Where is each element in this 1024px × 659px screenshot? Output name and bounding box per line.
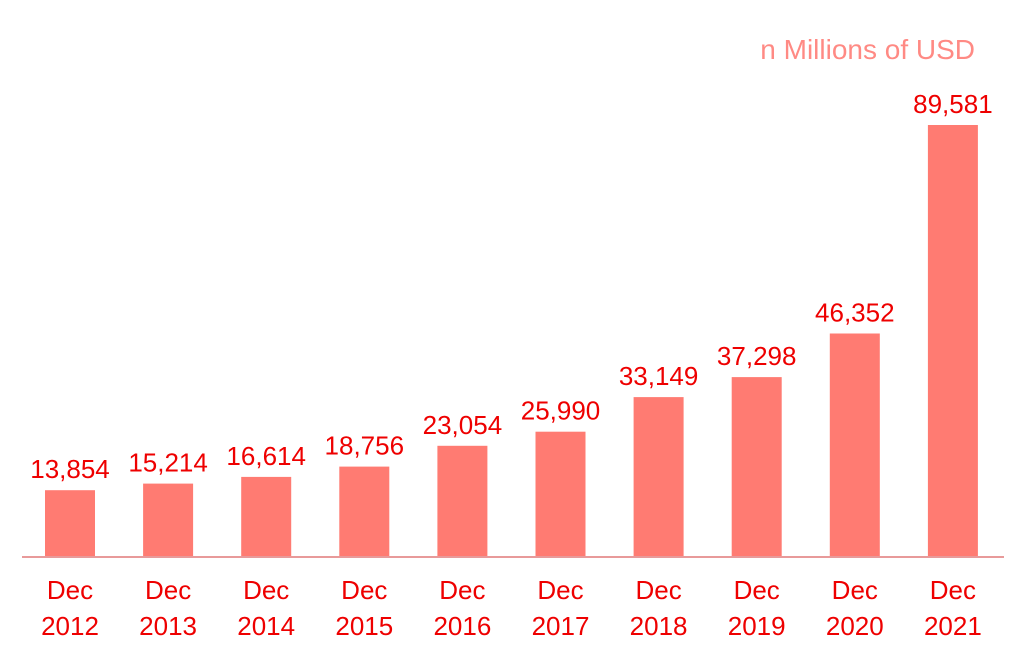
x-tick-labels-layer: Dec 2012 Dec 2013 Dec 2014 Dec 2015 Dec 2016 Dec 20…	[41, 575, 982, 641]
bar	[633, 397, 684, 557]
value-label: 16,614	[226, 441, 306, 471]
x-tick-label-line: Dec	[341, 575, 387, 605]
bar	[927, 125, 978, 557]
bar	[241, 476, 292, 557]
x-tick-label-line: Dec	[439, 575, 485, 605]
x-tick-label: Dec 2012	[41, 575, 99, 641]
x-tick-label-line: 2013	[139, 611, 197, 641]
x-tick-label-line: 2016	[433, 611, 491, 641]
value-label: 37,298	[717, 341, 797, 371]
value-label: 15,214	[128, 448, 208, 478]
bars-layer	[45, 125, 978, 557]
x-tick-label-line: Dec	[930, 575, 976, 605]
value-label: 89,581	[913, 89, 993, 119]
x-tick-label: Dec 2016	[433, 575, 491, 641]
x-tick-label-line: Dec	[145, 575, 191, 605]
x-tick-label-line: 2015	[335, 611, 393, 641]
bar	[535, 431, 586, 557]
bar	[731, 377, 782, 557]
x-tick-label: Dec 2013	[139, 575, 197, 641]
x-tick-label: Dec 2021	[924, 575, 982, 641]
x-tick-label-line: 2014	[237, 611, 295, 641]
x-tick-label: Dec 2014	[237, 575, 295, 641]
x-tick-label-line: 2017	[532, 611, 590, 641]
value-label: 23,054	[423, 410, 503, 440]
x-tick-label-line: Dec	[243, 575, 289, 605]
x-tick-label-line: Dec	[537, 575, 583, 605]
x-tick-label: Dec 2019	[728, 575, 786, 641]
x-tick-label-line: 2020	[826, 611, 884, 641]
unit-label: n Millions of USD	[760, 34, 975, 65]
x-tick-label-line: Dec	[734, 575, 780, 605]
x-tick-label-line: 2021	[924, 611, 982, 641]
x-tick-label: Dec 2018	[630, 575, 688, 641]
x-tick-label-line: Dec	[832, 575, 878, 605]
x-tick-label: Dec 2015	[335, 575, 393, 641]
bar	[45, 490, 95, 557]
value-label: 13,854	[30, 454, 110, 484]
x-tick-label-line: 2018	[630, 611, 688, 641]
value-label: 33,149	[619, 361, 699, 391]
x-tick-label-line: 2012	[41, 611, 99, 641]
value-label: 18,756	[325, 431, 405, 461]
value-labels-layer: 13,854 15,214 16,614 18,756 23,054 25,990 33,1…	[30, 89, 992, 484]
x-tick-label-line: 2019	[728, 611, 786, 641]
x-tick-label: Dec 2017	[532, 575, 590, 641]
x-tick-label: Dec 2020	[826, 575, 884, 641]
x-tick-label-line: Dec	[47, 575, 93, 605]
value-label: 25,990	[521, 396, 601, 426]
x-tick-label-line: Dec	[635, 575, 681, 605]
bar	[143, 483, 194, 557]
value-label: 46,352	[815, 298, 895, 328]
bar	[339, 466, 390, 557]
bar	[437, 445, 488, 557]
bar	[829, 333, 880, 557]
